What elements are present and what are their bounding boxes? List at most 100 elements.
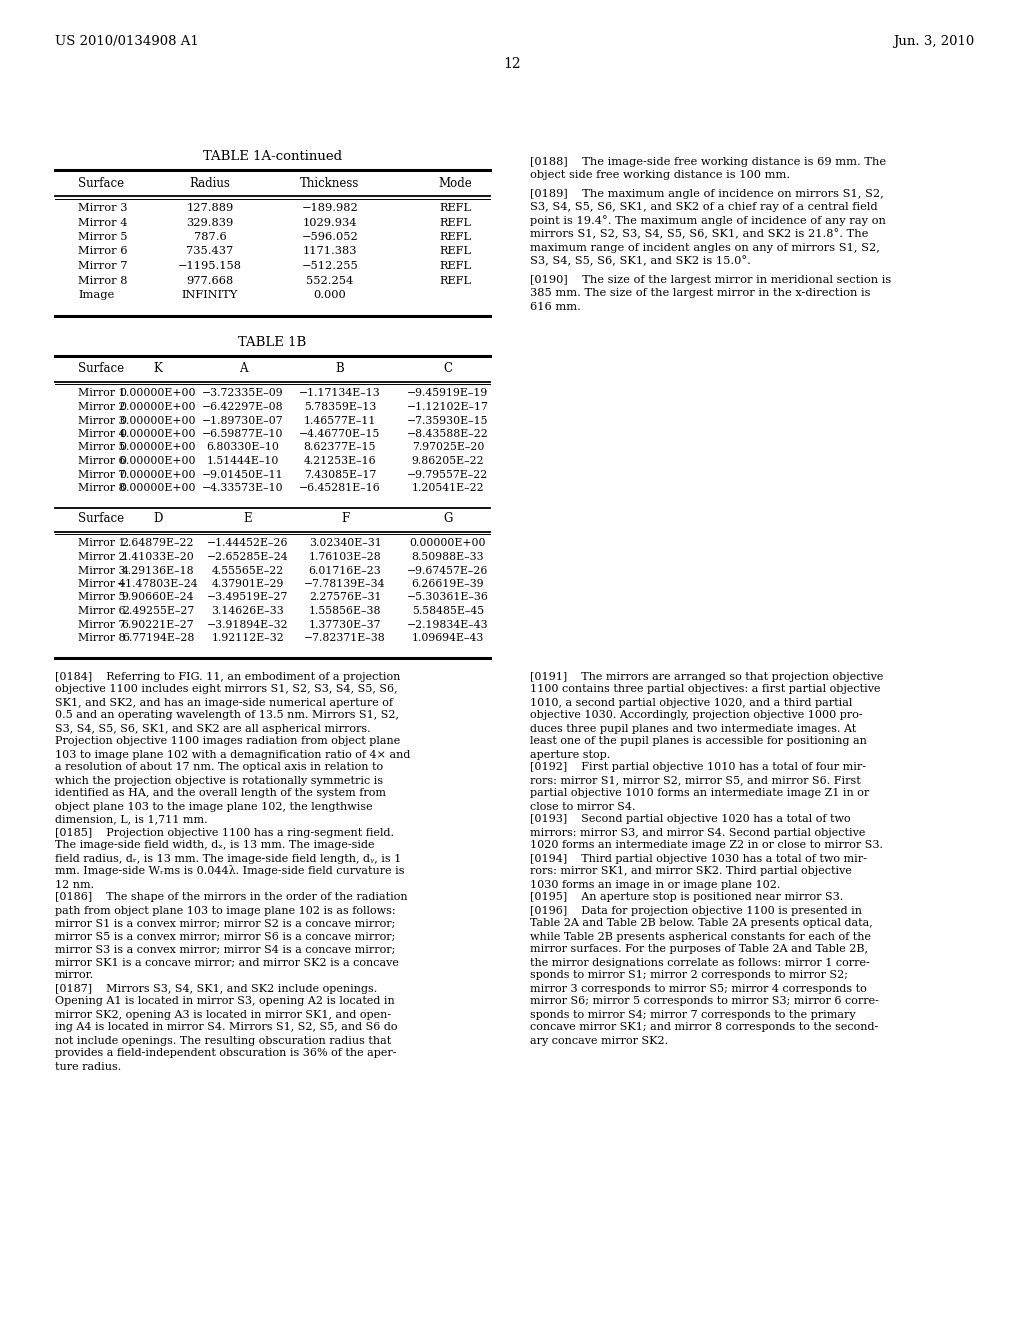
- Text: US 2010/0134908 A1: US 2010/0134908 A1: [55, 36, 199, 48]
- Text: G: G: [443, 512, 453, 525]
- Text: REFL: REFL: [439, 247, 471, 256]
- Text: 1029.934: 1029.934: [303, 218, 357, 227]
- Text: mirrors: mirror S3, and mirror S4. Second partial objective: mirrors: mirror S3, and mirror S4. Secon…: [530, 828, 865, 837]
- Text: duces three pupil planes and two intermediate images. At: duces three pupil planes and two interme…: [530, 723, 856, 734]
- Text: [0190]    The size of the largest mirror in meridional section is: [0190] The size of the largest mirror in…: [530, 275, 891, 285]
- Text: C: C: [443, 363, 453, 375]
- Text: REFL: REFL: [439, 218, 471, 227]
- Text: 4.29136E–18: 4.29136E–18: [122, 565, 195, 576]
- Text: 6.01716E–23: 6.01716E–23: [308, 565, 381, 576]
- Text: 5.58485E–45: 5.58485E–45: [412, 606, 484, 616]
- Text: −596.052: −596.052: [302, 232, 358, 242]
- Text: The image-side field width, dₓ, is 13 mm. The image-side: The image-side field width, dₓ, is 13 mm…: [55, 841, 375, 850]
- Text: 4.55565E–22: 4.55565E–22: [212, 565, 284, 576]
- Text: −7.78139E–34: −7.78139E–34: [304, 579, 386, 589]
- Text: not include openings. The resulting obscuration radius that: not include openings. The resulting obsc…: [55, 1035, 391, 1045]
- Text: 7.43085E–17: 7.43085E–17: [304, 470, 376, 479]
- Text: objective 1030. Accordingly, projection objective 1000 pro-: objective 1030. Accordingly, projection …: [530, 710, 862, 721]
- Text: 0.000: 0.000: [313, 290, 346, 300]
- Text: −1.47803E–24: −1.47803E–24: [117, 579, 199, 589]
- Text: 3.02340E–31: 3.02340E–31: [308, 539, 381, 549]
- Text: −6.42297E–08: −6.42297E–08: [202, 403, 284, 412]
- Text: point is 19.4°. The maximum angle of incidence of any ray on: point is 19.4°. The maximum angle of inc…: [530, 215, 886, 226]
- Text: Mirror 3: Mirror 3: [78, 203, 128, 213]
- Text: mirror SK1 is a concave mirror; and mirror SK2 is a concave: mirror SK1 is a concave mirror; and mirr…: [55, 957, 399, 968]
- Text: mirror S6; mirror 5 corresponds to mirror S3; mirror 6 corre-: mirror S6; mirror 5 corresponds to mirro…: [530, 997, 879, 1006]
- Text: 0.00000E+00: 0.00000E+00: [120, 483, 197, 492]
- Text: [0193]    Second partial objective 1020 has a total of two: [0193] Second partial objective 1020 has…: [530, 814, 851, 825]
- Text: 1100 contains three partial objectives: a first partial objective: 1100 contains three partial objectives: …: [530, 685, 881, 694]
- Text: REFL: REFL: [439, 203, 471, 213]
- Text: 0.00000E+00: 0.00000E+00: [120, 403, 197, 412]
- Text: Mirror 3: Mirror 3: [78, 565, 126, 576]
- Text: −9.67457E–26: −9.67457E–26: [408, 565, 488, 576]
- Text: identified as HA, and the overall length of the system from: identified as HA, and the overall length…: [55, 788, 386, 799]
- Text: 2.64879E–22: 2.64879E–22: [122, 539, 195, 549]
- Text: Table 2A and Table 2B below. Table 2A presents optical data,: Table 2A and Table 2B below. Table 2A pr…: [530, 919, 872, 928]
- Text: [0191]    The mirrors are arranged so that projection objective: [0191] The mirrors are arranged so that …: [530, 672, 884, 681]
- Text: ary concave mirror SK2.: ary concave mirror SK2.: [530, 1035, 668, 1045]
- Text: Mirror 4: Mirror 4: [78, 579, 125, 589]
- Text: 1171.383: 1171.383: [303, 247, 357, 256]
- Text: −189.982: −189.982: [302, 203, 358, 213]
- Text: 6.80330E–10: 6.80330E–10: [207, 442, 280, 453]
- Text: 787.6: 787.6: [194, 232, 226, 242]
- Text: maximum range of incident angles on any of mirrors S1, S2,: maximum range of incident angles on any …: [530, 243, 880, 253]
- Text: Surface: Surface: [78, 363, 124, 375]
- Text: 385 mm. The size of the largest mirror in the x-direction is: 385 mm. The size of the largest mirror i…: [530, 289, 870, 298]
- Text: Mirror 3: Mirror 3: [78, 416, 126, 425]
- Text: F: F: [341, 512, 349, 525]
- Text: [0189]    The maximum angle of incidence on mirrors S1, S2,: [0189] The maximum angle of incidence on…: [530, 189, 884, 199]
- Text: object side free working distance is 100 mm.: object side free working distance is 100…: [530, 170, 791, 181]
- Text: 12 nm.: 12 nm.: [55, 879, 94, 890]
- Text: [0184]    Referring to FIG. 11, an embodiment of a projection: [0184] Referring to FIG. 11, an embodime…: [55, 672, 400, 681]
- Text: −8.43588E–22: −8.43588E–22: [408, 429, 488, 440]
- Text: objective 1100 includes eight mirrors S1, S2, S3, S4, S5, S6,: objective 1100 includes eight mirrors S1…: [55, 685, 397, 694]
- Text: [0186]    The shape of the mirrors in the order of the radiation: [0186] The shape of the mirrors in the o…: [55, 892, 408, 903]
- Text: [0194]    Third partial objective 1030 has a total of two mir-: [0194] Third partial objective 1030 has …: [530, 854, 867, 863]
- Text: the mirror designations correlate as follows: mirror 1 corre-: the mirror designations correlate as fol…: [530, 957, 869, 968]
- Text: mirror 3 corresponds to mirror S5; mirror 4 corresponds to: mirror 3 corresponds to mirror S5; mirro…: [530, 983, 866, 994]
- Text: 1030 forms an image in or image plane 102.: 1030 forms an image in or image plane 10…: [530, 879, 780, 890]
- Text: Mirror 1: Mirror 1: [78, 388, 126, 399]
- Text: 616 mm.: 616 mm.: [530, 302, 581, 312]
- Text: 8.62377E–15: 8.62377E–15: [304, 442, 376, 453]
- Text: Image: Image: [78, 290, 115, 300]
- Text: Mirror 5: Mirror 5: [78, 442, 125, 453]
- Text: ing A4 is located in mirror S4. Mirrors S1, S2, S5, and S6 do: ing A4 is located in mirror S4. Mirrors …: [55, 1023, 397, 1032]
- Text: 6.90221E–27: 6.90221E–27: [122, 619, 195, 630]
- Text: 0.00000E+00: 0.00000E+00: [120, 429, 197, 440]
- Text: aperture stop.: aperture stop.: [530, 750, 610, 759]
- Text: −4.46770E–15: −4.46770E–15: [299, 429, 381, 440]
- Text: 977.668: 977.668: [186, 276, 233, 285]
- Text: 6.77194E–28: 6.77194E–28: [122, 634, 195, 643]
- Text: −7.82371E–38: −7.82371E–38: [304, 634, 386, 643]
- Text: −3.91894E–32: −3.91894E–32: [207, 619, 289, 630]
- Text: mirror SK2, opening A3 is located in mirror SK1, and open-: mirror SK2, opening A3 is located in mir…: [55, 1010, 391, 1019]
- Text: REFL: REFL: [439, 276, 471, 285]
- Text: −1.17134E–13: −1.17134E–13: [299, 388, 381, 399]
- Text: 0.00000E+00: 0.00000E+00: [120, 455, 197, 466]
- Text: Projection objective 1100 images radiation from object plane: Projection objective 1100 images radiati…: [55, 737, 400, 747]
- Text: while Table 2B presents aspherical constants for each of the: while Table 2B presents aspherical const…: [530, 932, 871, 941]
- Text: 1.46577E–11: 1.46577E–11: [304, 416, 376, 425]
- Text: 1020 forms an intermediate image Z2 in or close to mirror S3.: 1020 forms an intermediate image Z2 in o…: [530, 841, 883, 850]
- Text: Mirror 7: Mirror 7: [78, 470, 125, 479]
- Text: Radius: Radius: [189, 177, 230, 190]
- Text: 552.254: 552.254: [306, 276, 353, 285]
- Text: −4.33573E–10: −4.33573E–10: [202, 483, 284, 492]
- Text: Surface: Surface: [78, 177, 124, 190]
- Text: −9.01450E–11: −9.01450E–11: [202, 470, 284, 479]
- Text: 4.21253E–16: 4.21253E–16: [304, 455, 376, 466]
- Text: 7.97025E–20: 7.97025E–20: [412, 442, 484, 453]
- Text: rors: mirror S1, mirror S2, mirror S5, and mirror S6. First: rors: mirror S1, mirror S2, mirror S5, a…: [530, 776, 861, 785]
- Text: Surface: Surface: [78, 512, 124, 525]
- Text: sponds to mirror S4; mirror 7 corresponds to the primary: sponds to mirror S4; mirror 7 correspond…: [530, 1010, 856, 1019]
- Text: path from object plane 103 to image plane 102 is as follows:: path from object plane 103 to image plan…: [55, 906, 395, 916]
- Text: Mirror 5: Mirror 5: [78, 232, 128, 242]
- Text: Opening A1 is located in mirror S3, opening A2 is located in: Opening A1 is located in mirror S3, open…: [55, 997, 394, 1006]
- Text: Mirror 5: Mirror 5: [78, 593, 125, 602]
- Text: −3.49519E–27: −3.49519E–27: [207, 593, 289, 602]
- Text: Mirror 6: Mirror 6: [78, 455, 126, 466]
- Text: 12: 12: [503, 57, 521, 71]
